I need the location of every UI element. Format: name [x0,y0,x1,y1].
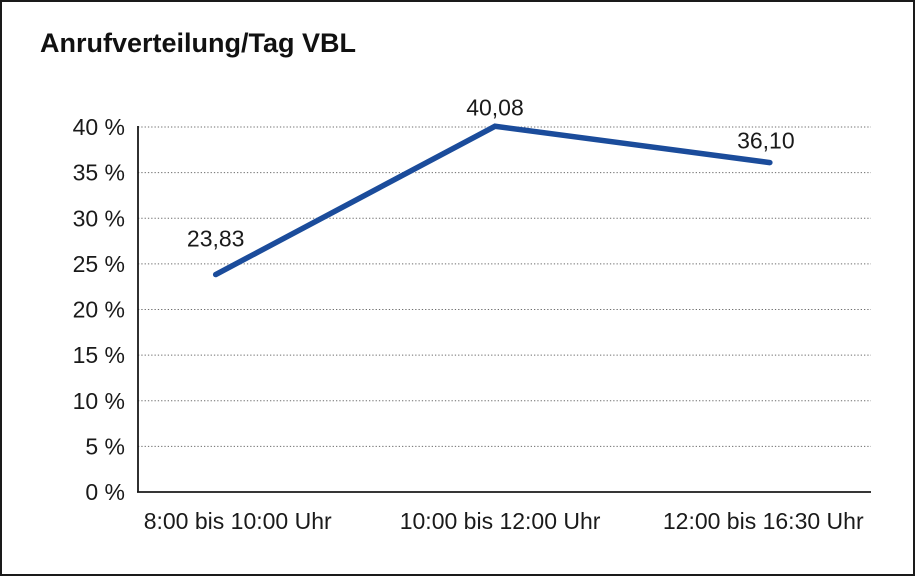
y-tick-label: 0 % [85,479,125,505]
y-tick-label: 15 % [73,342,125,368]
chart-title: Anrufverteilung/Tag VBL [40,28,357,58]
y-tick-label: 20 % [73,297,125,323]
y-tick-label: 25 % [73,251,125,277]
data-point-label: 36,10 [737,128,795,154]
series-line [212,123,773,278]
y-tick-label: 40 % [73,114,125,140]
data-point-label: 23,83 [187,226,245,252]
x-category-label: 12:00 bis 16:30 Uhr [663,508,864,534]
x-category-label: 8:00 bis 10:00 Uhr [144,508,332,534]
y-tick-label: 10 % [73,388,125,414]
y-tick-label: 35 % [73,160,125,186]
x-category-label: 10:00 bis 12:00 Uhr [400,508,601,534]
y-tick-label: 30 % [73,205,125,231]
y-tick-label: 5 % [85,433,125,459]
data-point-label: 40,08 [466,94,524,120]
